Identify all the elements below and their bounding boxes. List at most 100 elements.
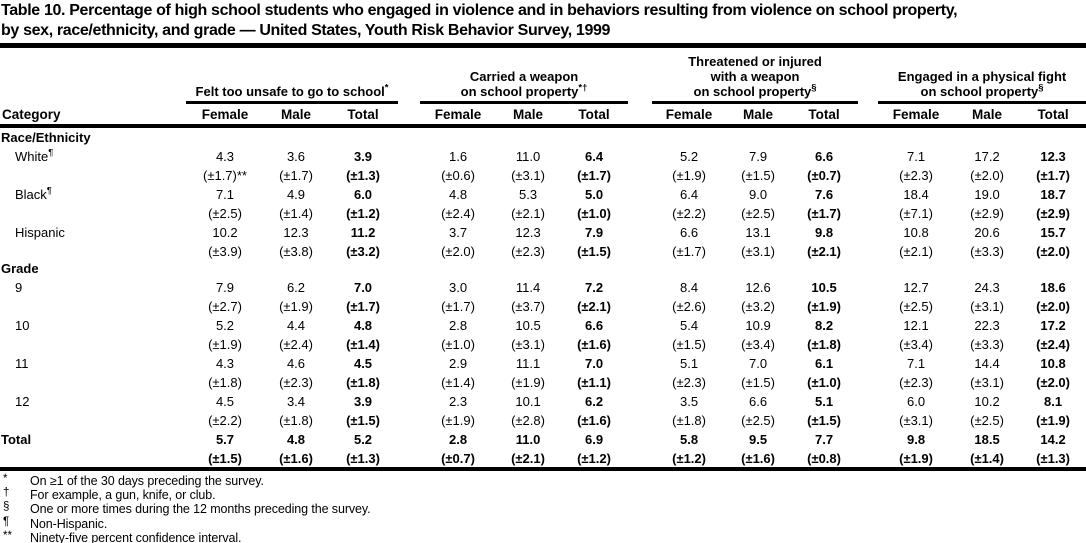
- ci-cell: (±3.7): [511, 299, 545, 314]
- ci-cell: (±1.3): [346, 168, 380, 183]
- ci-cell: (±1.8): [208, 375, 242, 390]
- column-gutter: [858, 352, 878, 371]
- ci-cell: (±1.4): [441, 375, 475, 390]
- value-cell: 12.6: [745, 280, 771, 295]
- column-gutter: [398, 428, 420, 447]
- value-cell: 4.5: [353, 356, 373, 371]
- group-header-line: on school property§: [693, 82, 817, 99]
- title-rule: [0, 43, 1086, 48]
- value-cell: 7.7: [815, 432, 834, 447]
- column-gutter: [858, 276, 878, 295]
- ci-cell: (±3.1): [741, 244, 775, 259]
- ci-cell: (±2.5): [741, 413, 775, 428]
- column-gutter: [628, 164, 652, 183]
- value-cell: 7.0: [749, 356, 768, 371]
- group-header-line: Carried a weapon: [469, 69, 579, 84]
- ci-row: (±2.7) (±1.9) (±1.7) (±1.7) (±3.7) (±2.1) (±2.…: [0, 295, 1086, 314]
- category-header: Category: [0, 104, 186, 128]
- value-cell: 1.6: [448, 149, 468, 164]
- category-column-spacer: [0, 48, 186, 104]
- ci-cell: (±2.1): [511, 206, 545, 221]
- group-header-line: on school property§: [920, 82, 1044, 99]
- column-gutter: [858, 447, 878, 466]
- value-cell: 4.6: [286, 356, 306, 371]
- value-cell: 2.9: [448, 356, 468, 371]
- value-cell: 5.8: [680, 432, 699, 447]
- value-cell: 12.3: [1040, 149, 1066, 164]
- ci-cell: (±2.4): [441, 206, 475, 221]
- ci-cell: (±3.1): [970, 299, 1004, 314]
- footnote-marker: §: [1038, 82, 1044, 94]
- value-cell: 3.5: [680, 394, 699, 409]
- ci-cell: (±0.7): [441, 451, 475, 466]
- column-gutter: [858, 371, 878, 390]
- column-gutter: [628, 145, 652, 164]
- column-gutter: [398, 371, 420, 390]
- ci-cell: (±3.1): [970, 375, 1004, 390]
- group-header-line: Engaged in a physical fight: [897, 69, 1067, 84]
- value-cell: 17.2: [1040, 318, 1066, 333]
- ci-cell: (±3.8): [279, 244, 313, 259]
- ci-row: (±1.7)** (±1.7) (±1.3) (±0.6) (±3.1) (±1.7) (±…: [0, 164, 1086, 183]
- column-group-header: Felt too unsafe to go to school*: [186, 48, 399, 104]
- ci-cell: (±1.8): [279, 413, 313, 428]
- ci-cell: (±2.1): [899, 244, 933, 259]
- column-gutter: [628, 390, 652, 409]
- row-label-spacer: [0, 240, 186, 259]
- ci-cell: (±1.0): [577, 206, 611, 221]
- row-label: Total: [1, 432, 32, 447]
- table-row: Hispanic 10.2 12.3 11.2 3.7 12.3 7.9 6.6 13.1 9.8…: [0, 221, 1086, 240]
- column-gutter: [858, 48, 878, 104]
- value-cell: 2.8: [448, 432, 468, 447]
- value-cell: 7.1: [215, 187, 235, 202]
- column-gutter: [398, 202, 420, 221]
- footnote-marker: *: [3, 473, 8, 485]
- column-gutter: [858, 164, 878, 183]
- row-label-spacer: [0, 202, 186, 221]
- value-cell: 13.1: [745, 225, 771, 240]
- ci-cell: (±3.4): [741, 337, 775, 352]
- ci-cell: (±1.1): [577, 375, 611, 390]
- group-header-line: Felt too unsafe to go to school*: [195, 82, 389, 99]
- table-title-line2: by sex, race/ethnicity, and grade — Unit…: [1, 22, 611, 39]
- footnote-text: One or more times during the 12 months p…: [30, 502, 371, 517]
- value-cell: 6.2: [585, 394, 604, 409]
- ci-cell: (±1.3): [1036, 451, 1070, 466]
- value-cell: 10.8: [903, 225, 929, 240]
- data-table: Felt too unsafe to go to school* Carried …: [0, 48, 1086, 466]
- value-cell: 8.1: [1044, 394, 1063, 409]
- value-cell: 5.1: [680, 356, 699, 371]
- value-cell: 5.3: [518, 187, 538, 202]
- footnote: * On ≥1 of the 30 days preceding the surv…: [0, 473, 1086, 488]
- column-header-female: Female: [186, 104, 264, 128]
- footnote: ** Ninety-five percent confidence interva…: [0, 530, 1086, 543]
- ci-cell: (±1.9): [208, 337, 242, 352]
- value-cell: 20.6: [974, 225, 1000, 240]
- value-cell: 8.4: [680, 280, 699, 295]
- ci-cell: (±1.2): [346, 206, 380, 221]
- footnotes-section: * On ≥1 of the 30 days preceding the surv…: [0, 467, 1086, 543]
- value-cell: 11.0: [515, 432, 541, 447]
- ci-cell: (±1.0): [807, 375, 841, 390]
- table-row: White¶ 4.3 3.6 3.9 1.6 11.0 6.4 5.2 7.9 6.6 7.1 17.…: [0, 145, 1086, 164]
- column-gutter: [858, 145, 878, 164]
- ci-cell: (±1.3): [346, 451, 380, 466]
- value-cell: 7.6: [815, 187, 834, 202]
- column-gutter: [858, 104, 879, 128]
- column-group-header: Carried a weapon on school property*†: [420, 48, 629, 104]
- ci-cell: (±2.3): [899, 375, 933, 390]
- value-cell: 8.2: [815, 318, 834, 333]
- value-cell: 4.8: [353, 318, 373, 333]
- value-cell: 18.7: [1040, 187, 1066, 202]
- value-cell: 3.9: [353, 149, 373, 164]
- value-cell: 5.4: [680, 318, 699, 333]
- ci-cell: (±1.5): [741, 168, 775, 183]
- column-gutter: [398, 390, 420, 409]
- ci-cell: (±3.3): [970, 337, 1004, 352]
- ci-cell: (±1.5): [672, 337, 706, 352]
- column-header-total: Total: [790, 104, 859, 128]
- column-header-total: Total: [328, 104, 399, 128]
- ci-cell: (±1.9): [511, 375, 545, 390]
- ci-cell: (±7.1): [899, 206, 933, 221]
- ci-cell: (±2.1): [577, 299, 611, 314]
